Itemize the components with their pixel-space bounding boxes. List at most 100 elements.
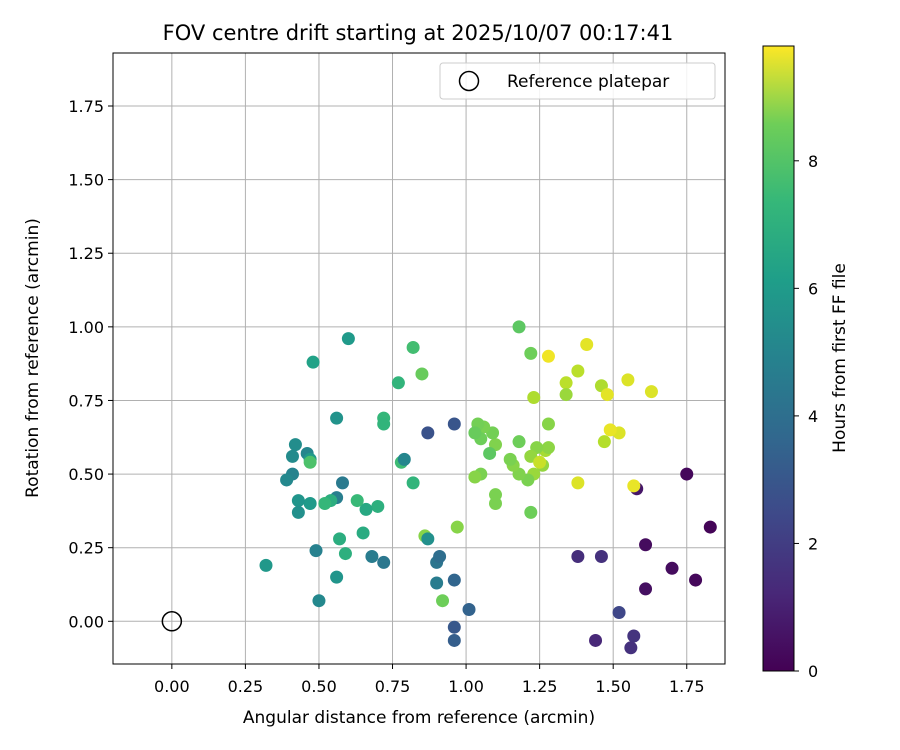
data-point	[377, 555, 391, 569]
colorbar-gradient	[762, 45, 795, 672]
data-point	[415, 367, 429, 381]
x-tick-label: 0.25	[228, 677, 264, 696]
data-point	[468, 470, 482, 484]
data-point	[680, 467, 694, 481]
y-tick-label: 0.75	[68, 391, 104, 410]
data-point	[430, 576, 444, 590]
reference-marker	[161, 611, 183, 632]
x-tick-label: 1.00	[448, 677, 484, 696]
data-point	[421, 532, 435, 546]
data-point	[291, 505, 305, 519]
data-point	[624, 641, 638, 655]
data-point	[303, 455, 317, 469]
chart-title: FOV centre drift starting at 2025/10/07 …	[163, 21, 674, 45]
data-point	[338, 547, 352, 561]
data-point	[462, 603, 476, 617]
data-point	[377, 417, 391, 431]
x-tick-label: 1.50	[595, 677, 631, 696]
data-point	[594, 550, 608, 564]
data-point	[580, 338, 594, 352]
x-tick-label: 1.25	[522, 677, 558, 696]
data-point	[571, 476, 585, 490]
reference-marker-group	[161, 611, 183, 632]
data-point	[350, 494, 364, 508]
data-point	[333, 532, 347, 546]
legend: Reference platepar	[439, 62, 716, 100]
data-point	[541, 417, 555, 431]
legend-box	[439, 62, 716, 100]
y-tick-label: 0.50	[68, 465, 104, 484]
y-axis-ticks: 0.00 0.25 0.50 0.75 1.00 1.25 1.50 1.75	[68, 97, 113, 631]
x-tick-label: 1.75	[669, 677, 705, 696]
data-point	[627, 629, 641, 643]
data-point	[291, 494, 305, 508]
data-point	[259, 558, 273, 572]
colorbar: 0 2 4 6 8 Hours from first FF file	[762, 45, 850, 681]
data-point	[612, 605, 626, 619]
y-tick-label: 1.75	[68, 97, 104, 116]
colorbar-ticks: 0 2 4 6 8	[794, 152, 818, 681]
data-point	[503, 452, 517, 466]
data-point	[627, 479, 641, 493]
y-axis-label: Rotation from reference (arcmin)	[23, 218, 43, 498]
data-point	[524, 346, 538, 360]
y-tick-label: 0.00	[68, 612, 104, 631]
data-point	[447, 633, 461, 647]
data-point	[280, 473, 294, 487]
x-axis-label: Angular distance from reference (arcmin)	[243, 708, 595, 728]
data-point	[621, 373, 635, 387]
data-point	[703, 520, 717, 534]
data-point	[571, 550, 585, 564]
colorbar-tick-label: 8	[808, 152, 818, 171]
data-point	[600, 388, 614, 402]
data-point	[489, 497, 502, 511]
colorbar-tick-label: 4	[808, 407, 818, 426]
data-point	[597, 435, 611, 449]
colorbar-tick-label: 2	[808, 534, 818, 553]
data-point	[391, 376, 405, 390]
data-point	[365, 550, 379, 564]
data-point	[644, 385, 658, 399]
data-point	[371, 499, 385, 513]
data-point	[447, 573, 461, 587]
plot-frame	[112, 52, 726, 665]
data-point	[309, 544, 323, 558]
data-point	[330, 411, 344, 425]
data-point	[359, 502, 373, 516]
data-point	[541, 441, 555, 455]
colorbar-label: Hours from first FF file	[830, 263, 850, 453]
data-point	[603, 423, 617, 437]
data-point	[468, 426, 482, 440]
data-point	[450, 520, 464, 534]
data-point	[483, 446, 497, 460]
data-point	[559, 376, 573, 390]
data-point	[589, 633, 603, 647]
y-tick-label: 0.25	[68, 539, 104, 558]
data-point	[689, 573, 703, 587]
data-point	[330, 570, 344, 584]
data-point	[639, 538, 653, 552]
data-point	[541, 349, 555, 363]
data-point	[512, 435, 526, 449]
data-point	[341, 332, 355, 346]
x-tick-label: 0.75	[375, 677, 411, 696]
data-point	[559, 388, 573, 402]
data-point	[527, 391, 541, 405]
data-points	[259, 320, 717, 655]
x-tick-label: 0.50	[301, 677, 337, 696]
data-point	[571, 364, 585, 378]
plot-area	[113, 53, 725, 664]
data-point	[397, 452, 411, 466]
data-point	[665, 561, 679, 575]
colorbar-tick-label: 6	[808, 279, 818, 298]
data-point	[447, 620, 461, 634]
data-point	[447, 417, 461, 431]
data-point	[421, 426, 435, 440]
data-point	[406, 340, 420, 354]
data-point	[285, 449, 299, 463]
data-point	[356, 526, 370, 540]
data-point	[303, 497, 317, 511]
data-point	[639, 582, 653, 596]
data-point	[436, 594, 450, 608]
